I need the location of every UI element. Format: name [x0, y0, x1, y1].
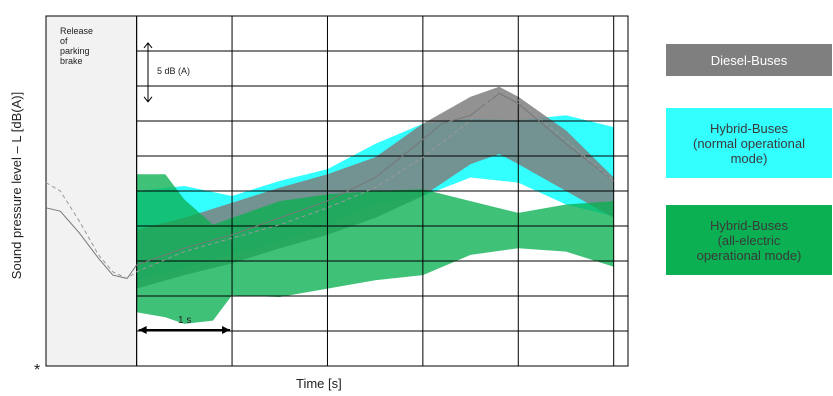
- origin-marker: *: [34, 362, 41, 379]
- series-line-4: [45, 89, 615, 280]
- one-second-label: 1 s: [178, 315, 192, 326]
- legend-hybrid-electric: Hybrid-Buses (all-electric operational m…: [666, 205, 832, 275]
- plot-frame: [45, 15, 629, 367]
- time-arrow-head-right: [222, 326, 231, 334]
- scale-5db-label: 5 dB (A): [157, 66, 191, 76]
- legend-diesel-buses: Diesel-Buses: [666, 44, 832, 76]
- scale-arrow-head-top: [143, 42, 153, 49]
- y-axis-title: Sound pressure level – L [dB(A)]: [9, 91, 25, 279]
- series-line-3: [45, 92, 615, 280]
- x-axis-title: Time [s]: [296, 376, 342, 391]
- scale-arrow-head-bottom: [143, 96, 153, 103]
- time-arrow-head-left: [138, 326, 147, 334]
- legend-hybrid-normal: Hybrid-Buses (normal operational mode): [666, 108, 832, 178]
- pre-release-region: [46, 16, 137, 366]
- series-band-2: [136, 174, 614, 324]
- release-parking-brake-label: Release of parking brake: [60, 26, 94, 66]
